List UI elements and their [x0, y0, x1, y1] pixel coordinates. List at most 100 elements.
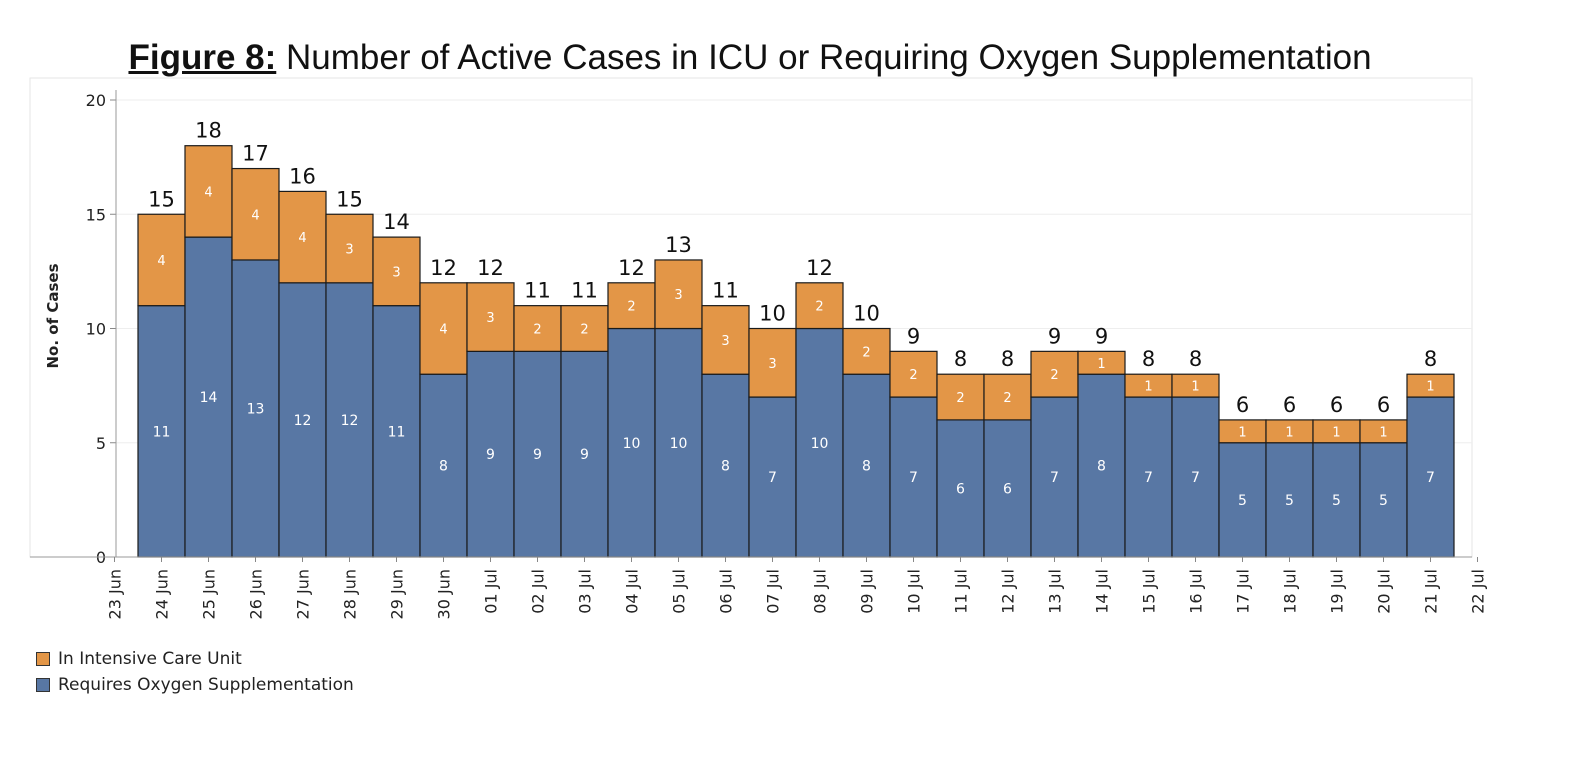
label-oxygen: 8 [862, 459, 871, 475]
bar-icu [1077, 350, 1126, 375]
bar-oxygen [795, 327, 844, 558]
bar-oxygen [1077, 373, 1126, 558]
label-icu: 3 [768, 357, 776, 372]
label-total: 8 [1424, 347, 1437, 371]
label-total: 9 [1048, 324, 1061, 348]
label-oxygen: 5 [1285, 493, 1294, 509]
y-tick-label: 5 [96, 434, 106, 453]
x-tick-label: 08 Jul [811, 569, 830, 614]
bar-oxygen [1218, 442, 1267, 558]
bar-oxygen [936, 419, 985, 558]
x-tick-label: 22 Jul [1469, 569, 1488, 614]
bar-icu [889, 350, 938, 398]
x-tick-label: 11 Jul [952, 569, 971, 614]
bar-icu [983, 373, 1032, 421]
label-icu: 1 [1285, 425, 1293, 440]
bar-oxygen [607, 327, 656, 558]
label-icu: 1 [1144, 380, 1152, 395]
bar-oxygen [419, 373, 468, 558]
bar-oxygen [1171, 396, 1220, 558]
x-tick-label: 01 Jul [482, 569, 501, 614]
label-total: 16 [289, 164, 316, 188]
legend-swatch-icu [36, 652, 50, 666]
bar-oxygen [466, 350, 515, 558]
y-tick-label: 20 [86, 91, 106, 110]
label-oxygen: 14 [200, 390, 218, 406]
x-tick-label: 04 Jul [623, 569, 642, 614]
bar-icu [184, 145, 233, 238]
bar-icu [278, 190, 327, 284]
legend-label-icu: In Intensive Care Unit [58, 649, 242, 669]
y-axis-title: No. of Cases [44, 263, 62, 368]
label-icu: 2 [533, 323, 541, 338]
label-total: 12 [430, 256, 457, 280]
x-tick-label: 12 Jul [999, 569, 1018, 614]
label-oxygen: 12 [294, 413, 312, 429]
label-oxygen: 7 [1426, 470, 1435, 486]
x-tick-label: 19 Jul [1328, 569, 1347, 614]
label-total: 6 [1236, 393, 1249, 417]
legend-item-icu: In Intensive Care Unit [36, 649, 242, 669]
label-oxygen: 7 [1144, 470, 1153, 486]
label-icu: 4 [204, 185, 212, 200]
figure-title-text: Number of Active Cases in ICU or Requiri… [286, 38, 1372, 77]
label-icu: 1 [1379, 425, 1387, 440]
label-oxygen: 12 [341, 413, 359, 429]
label-total: 17 [242, 142, 269, 166]
legend-swatch-oxygen [36, 678, 50, 692]
label-oxygen: 6 [956, 481, 965, 497]
label-total: 8 [1001, 347, 1014, 371]
figure-label: Figure 8: [128, 38, 277, 77]
label-total: 6 [1330, 393, 1343, 417]
label-total: 11 [712, 279, 739, 303]
label-total: 18 [195, 119, 222, 143]
label-oxygen: 8 [721, 459, 730, 475]
x-tick-label: 06 Jul [717, 569, 736, 614]
label-total: 12 [806, 256, 833, 280]
label-oxygen: 8 [1097, 459, 1106, 475]
bar-oxygen [372, 305, 421, 558]
label-oxygen: 11 [388, 424, 406, 440]
label-total: 8 [1142, 347, 1155, 371]
label-oxygen: 7 [1191, 470, 1200, 486]
label-total: 12 [477, 256, 504, 280]
label-oxygen: 9 [580, 447, 589, 463]
bar-oxygen [1312, 442, 1361, 558]
label-total: 9 [907, 324, 920, 348]
bar-oxygen [748, 396, 797, 558]
bar-icu [1406, 373, 1455, 398]
bar-icu [325, 213, 374, 284]
label-total: 9 [1095, 324, 1108, 348]
x-tick-label: 28 Jun [341, 569, 360, 619]
label-total: 8 [954, 347, 967, 371]
label-icu: 4 [251, 208, 259, 223]
bar-icu [748, 327, 797, 398]
label-total: 8 [1189, 347, 1202, 371]
label-oxygen: 13 [247, 401, 265, 417]
x-tick-label: 14 Jul [1093, 569, 1112, 614]
label-icu: 1 [1238, 425, 1246, 440]
label-icu: 2 [1050, 368, 1058, 383]
bar-icu [137, 213, 186, 307]
label-oxygen: 5 [1332, 493, 1341, 509]
bar-icu [654, 259, 703, 330]
label-icu: 3 [486, 311, 494, 326]
bar-icu [513, 305, 562, 352]
bar-icu [560, 305, 609, 352]
bar-icu [466, 282, 515, 352]
label-oxygen: 7 [909, 470, 918, 486]
label-oxygen: 10 [623, 436, 641, 452]
x-tick-label: 29 Jun [388, 569, 407, 619]
label-icu: 2 [1003, 391, 1011, 406]
x-tick-label: 20 Jul [1375, 569, 1394, 614]
label-total: 11 [571, 279, 598, 303]
label-total: 14 [383, 210, 410, 234]
bar-icu [372, 236, 421, 307]
y-tick-label: 10 [86, 320, 106, 339]
x-tick-label: 15 Jul [1140, 569, 1159, 614]
label-oxygen: 9 [533, 447, 542, 463]
x-tick-label: 13 Jul [1046, 569, 1065, 614]
label-icu: 3 [345, 243, 353, 258]
label-oxygen: 7 [1050, 470, 1059, 486]
